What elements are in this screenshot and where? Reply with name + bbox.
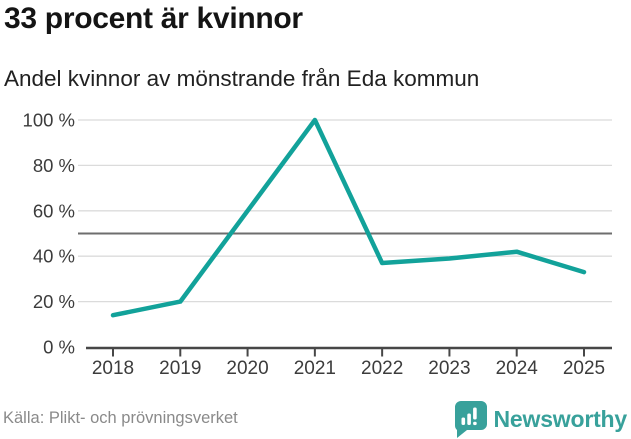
x-tick-label: 2021 <box>294 358 336 379</box>
page-subtitle: Andel kvinnor av mönstrande från Eda kom… <box>4 66 480 91</box>
x-tick-label: 2018 <box>92 358 134 379</box>
y-tick-label: 40 % <box>33 246 75 267</box>
y-tick-label: 80 % <box>33 155 75 176</box>
newsworthy-speech-bubble-bar-chart-icon <box>454 401 487 438</box>
y-tick-label: 0 % <box>43 337 75 358</box>
y-tick-label: 100 % <box>23 110 75 131</box>
brand-name: Newsworthy <box>493 406 628 432</box>
x-tick-label: 2019 <box>159 358 201 379</box>
x-tick-label: 2020 <box>226 358 268 379</box>
x-tick-label: 2022 <box>361 358 403 379</box>
source-credit: Källa: Plikt- och prövningsverket <box>3 409 238 427</box>
x-tick-label: 2024 <box>496 358 539 379</box>
brand-logo: Newsworthy <box>453 401 627 438</box>
page-title: 33 procent är kvinnor <box>4 2 303 35</box>
x-tick-label: 2023 <box>428 358 470 379</box>
x-tick-label: 2025 <box>563 358 605 379</box>
y-tick-label: 20 % <box>33 291 75 312</box>
y-tick-label: 60 % <box>33 200 75 221</box>
data-line <box>110 117 587 318</box>
